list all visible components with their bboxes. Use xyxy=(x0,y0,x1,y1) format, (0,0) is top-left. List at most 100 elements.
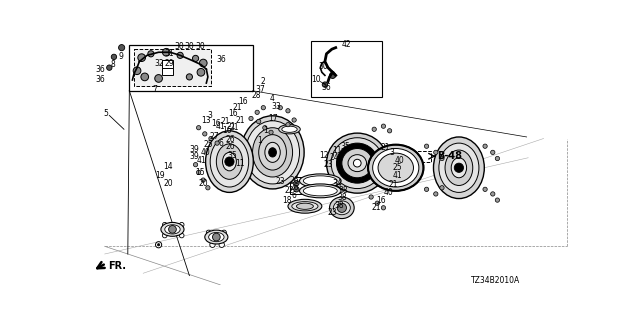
Ellipse shape xyxy=(300,174,341,188)
Ellipse shape xyxy=(368,145,424,191)
Circle shape xyxy=(483,144,487,148)
Circle shape xyxy=(186,74,193,80)
Circle shape xyxy=(269,130,273,134)
Ellipse shape xyxy=(210,136,249,187)
Text: 12: 12 xyxy=(319,151,328,160)
Text: 1: 1 xyxy=(263,126,268,135)
Circle shape xyxy=(193,163,198,167)
Circle shape xyxy=(337,203,346,212)
Text: 21: 21 xyxy=(236,116,245,124)
Circle shape xyxy=(221,230,227,235)
Text: 40: 40 xyxy=(200,148,210,157)
Ellipse shape xyxy=(265,142,280,162)
Text: 38: 38 xyxy=(334,201,344,210)
Text: 26: 26 xyxy=(289,183,299,192)
Ellipse shape xyxy=(303,186,337,196)
Circle shape xyxy=(292,118,296,122)
Text: 36: 36 xyxy=(322,83,332,92)
Text: 36: 36 xyxy=(95,76,105,84)
Text: 23: 23 xyxy=(276,177,285,186)
Circle shape xyxy=(205,186,210,190)
Circle shape xyxy=(375,201,380,205)
Text: 7: 7 xyxy=(152,85,157,94)
Ellipse shape xyxy=(282,126,297,132)
Text: 1: 1 xyxy=(257,136,262,145)
Ellipse shape xyxy=(333,201,350,215)
Circle shape xyxy=(209,136,213,141)
Bar xyxy=(402,151,431,162)
Ellipse shape xyxy=(223,152,236,171)
Circle shape xyxy=(163,233,167,238)
Circle shape xyxy=(163,222,167,227)
Text: 6: 6 xyxy=(291,191,296,200)
Text: 4: 4 xyxy=(269,94,275,103)
Text: 6: 6 xyxy=(219,139,223,148)
Circle shape xyxy=(278,106,282,110)
Text: 41: 41 xyxy=(393,171,403,180)
Text: 27: 27 xyxy=(209,132,219,141)
Text: 30: 30 xyxy=(319,62,328,71)
Circle shape xyxy=(483,187,487,191)
Circle shape xyxy=(196,125,201,130)
Text: 22: 22 xyxy=(285,186,294,195)
Text: 39: 39 xyxy=(189,153,199,162)
Circle shape xyxy=(168,226,176,233)
Circle shape xyxy=(179,233,184,238)
Ellipse shape xyxy=(209,232,224,242)
Text: 26: 26 xyxy=(225,142,236,151)
Circle shape xyxy=(322,82,328,87)
Ellipse shape xyxy=(326,133,388,193)
Text: 37: 37 xyxy=(255,85,266,94)
Text: 32: 32 xyxy=(154,59,164,68)
Ellipse shape xyxy=(353,159,361,167)
Circle shape xyxy=(111,54,116,60)
Ellipse shape xyxy=(439,143,479,192)
Circle shape xyxy=(118,44,125,51)
Ellipse shape xyxy=(330,197,354,219)
Ellipse shape xyxy=(269,148,276,157)
Ellipse shape xyxy=(259,135,287,170)
Text: 26: 26 xyxy=(225,135,236,144)
Text: 20: 20 xyxy=(163,179,173,188)
Text: 21: 21 xyxy=(230,123,239,132)
Ellipse shape xyxy=(216,144,243,179)
Circle shape xyxy=(434,150,438,155)
Circle shape xyxy=(330,72,336,78)
Text: 20: 20 xyxy=(198,179,208,188)
Bar xyxy=(134,49,211,86)
Ellipse shape xyxy=(337,143,378,183)
Circle shape xyxy=(155,75,163,82)
Circle shape xyxy=(206,230,211,235)
Circle shape xyxy=(201,178,205,182)
Circle shape xyxy=(381,206,385,210)
Bar xyxy=(291,177,308,194)
Text: 40: 40 xyxy=(383,188,393,197)
Ellipse shape xyxy=(342,148,372,178)
Text: 16: 16 xyxy=(228,109,237,118)
Circle shape xyxy=(203,132,207,136)
Circle shape xyxy=(163,48,170,56)
Circle shape xyxy=(148,51,154,57)
Text: 40: 40 xyxy=(394,156,404,164)
Circle shape xyxy=(440,186,444,190)
Circle shape xyxy=(286,108,290,113)
Ellipse shape xyxy=(378,153,413,182)
Text: 18: 18 xyxy=(282,196,291,204)
Circle shape xyxy=(372,127,376,132)
Text: 14: 14 xyxy=(163,162,173,171)
Ellipse shape xyxy=(292,202,318,211)
Circle shape xyxy=(495,156,500,161)
Text: 3: 3 xyxy=(390,148,394,157)
Circle shape xyxy=(219,242,225,247)
Text: 15: 15 xyxy=(196,168,205,177)
Circle shape xyxy=(210,242,215,247)
Ellipse shape xyxy=(296,203,314,209)
Ellipse shape xyxy=(164,225,180,234)
Text: B-48: B-48 xyxy=(437,151,462,161)
Ellipse shape xyxy=(445,150,473,186)
Text: 24: 24 xyxy=(330,153,339,162)
Ellipse shape xyxy=(433,137,484,198)
Text: 23: 23 xyxy=(323,160,333,169)
Text: 25: 25 xyxy=(393,163,403,172)
Bar xyxy=(163,60,173,68)
